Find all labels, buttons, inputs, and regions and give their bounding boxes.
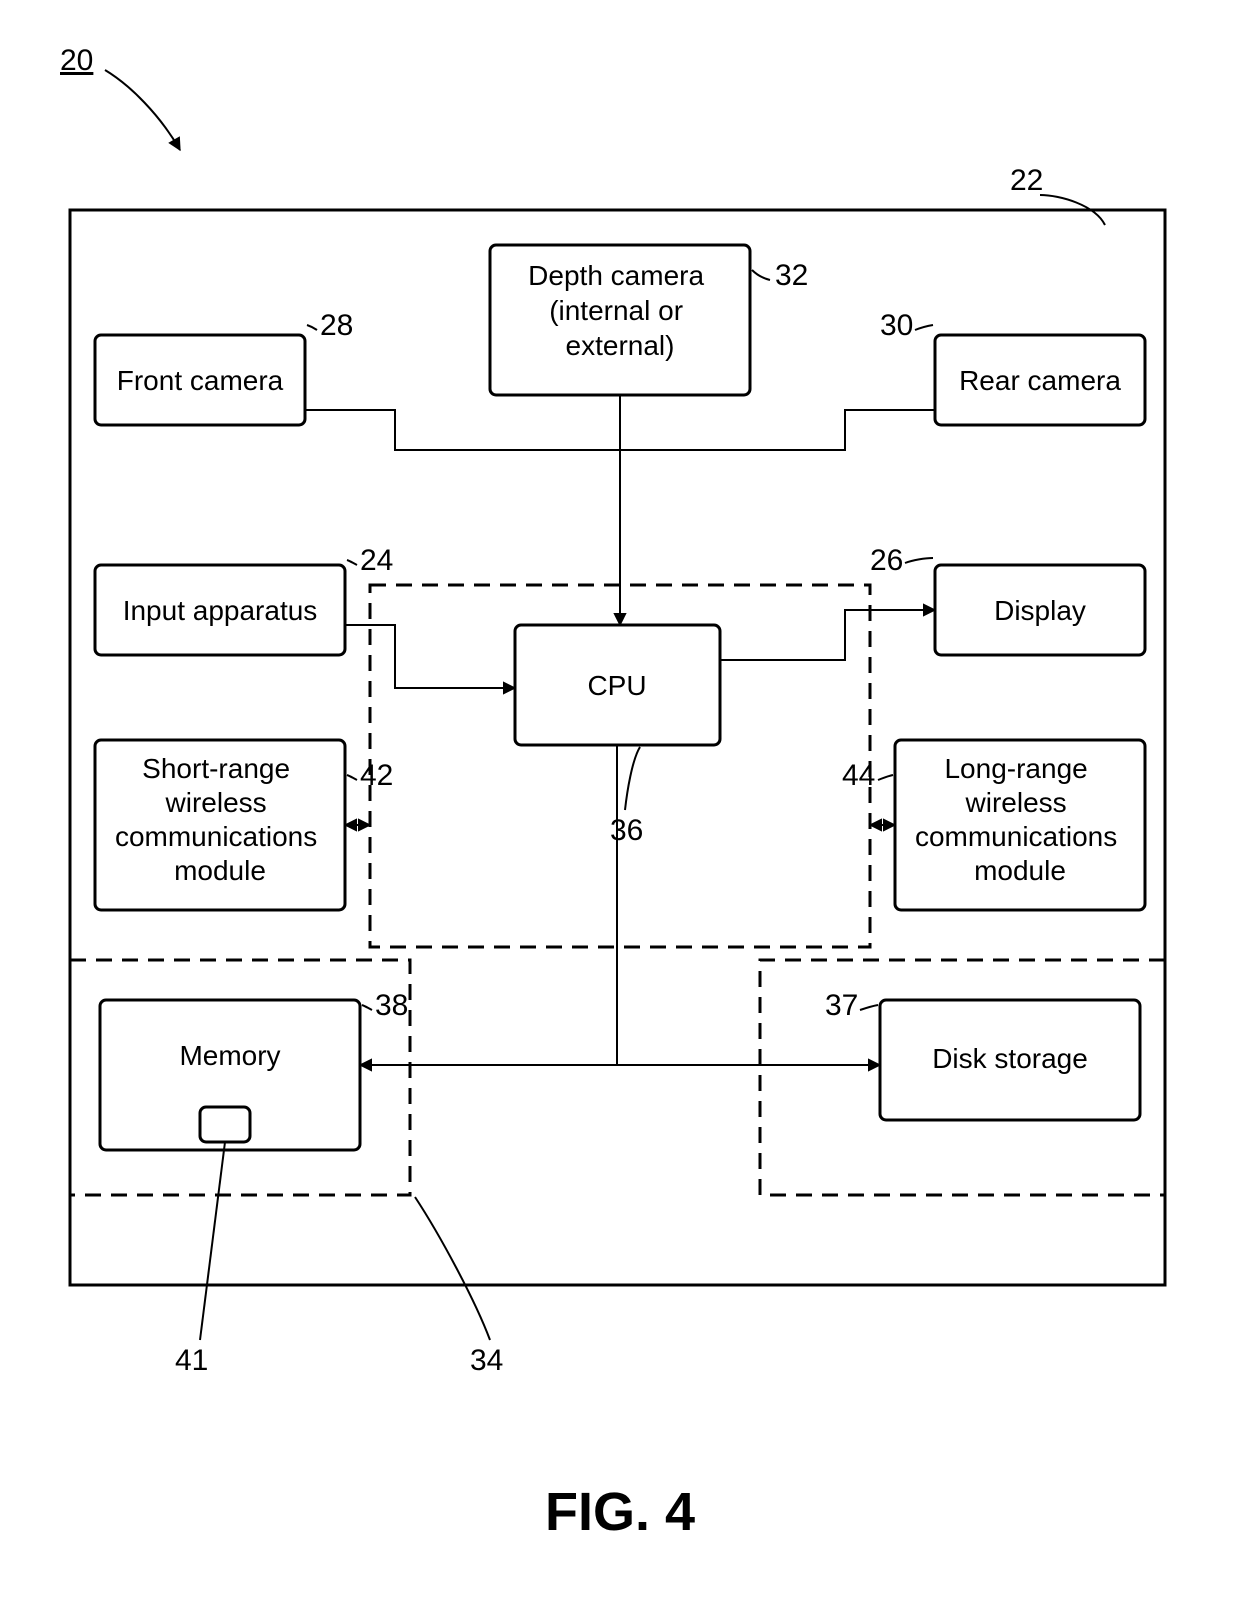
ref-26: 26 xyxy=(870,544,903,577)
leader-34 xyxy=(415,1197,490,1340)
figure-caption: FIG. 4 xyxy=(545,1482,695,1542)
memory-chip xyxy=(200,1107,250,1142)
display-label: Display xyxy=(994,595,1086,626)
wire-cpu-display xyxy=(720,610,935,660)
ref-37: 37 xyxy=(825,989,858,1022)
leader-36 xyxy=(625,747,640,810)
ref-30: 30 xyxy=(880,309,913,342)
ref-28: 28 xyxy=(320,309,353,342)
leader-44 xyxy=(878,775,893,780)
leader-24 xyxy=(347,560,357,565)
diagram-canvas: 20 22 Depth camera (internal or external… xyxy=(0,0,1240,1604)
rear-camera-label: Rear camera xyxy=(959,365,1121,396)
ref-42: 42 xyxy=(360,759,393,792)
leader-38 xyxy=(362,1005,372,1010)
leader-28 xyxy=(307,325,317,330)
ref-34: 34 xyxy=(470,1344,503,1377)
leader-32 xyxy=(752,270,770,280)
memory-label: Memory xyxy=(179,1040,280,1071)
leader-37 xyxy=(860,1005,878,1010)
disk-storage-label: Disk storage xyxy=(932,1043,1088,1074)
leader-30 xyxy=(915,325,933,330)
ref-24: 24 xyxy=(360,544,393,577)
leader-42 xyxy=(347,775,357,780)
leader-26 xyxy=(905,558,933,563)
leader-20 xyxy=(105,70,180,150)
ref-44: 44 xyxy=(842,759,875,792)
ref-38: 38 xyxy=(375,989,408,1022)
ref-22: 22 xyxy=(1010,164,1043,197)
ref-41: 41 xyxy=(175,1344,208,1377)
input-apparatus-label: Input apparatus xyxy=(123,595,318,626)
front-camera-label: Front camera xyxy=(117,365,284,396)
cpu-label: CPU xyxy=(587,670,646,701)
ref-20: 20 xyxy=(60,44,93,77)
ref-32: 32 xyxy=(775,259,808,292)
leader-41 xyxy=(200,1142,225,1340)
ref-36: 36 xyxy=(610,814,643,847)
